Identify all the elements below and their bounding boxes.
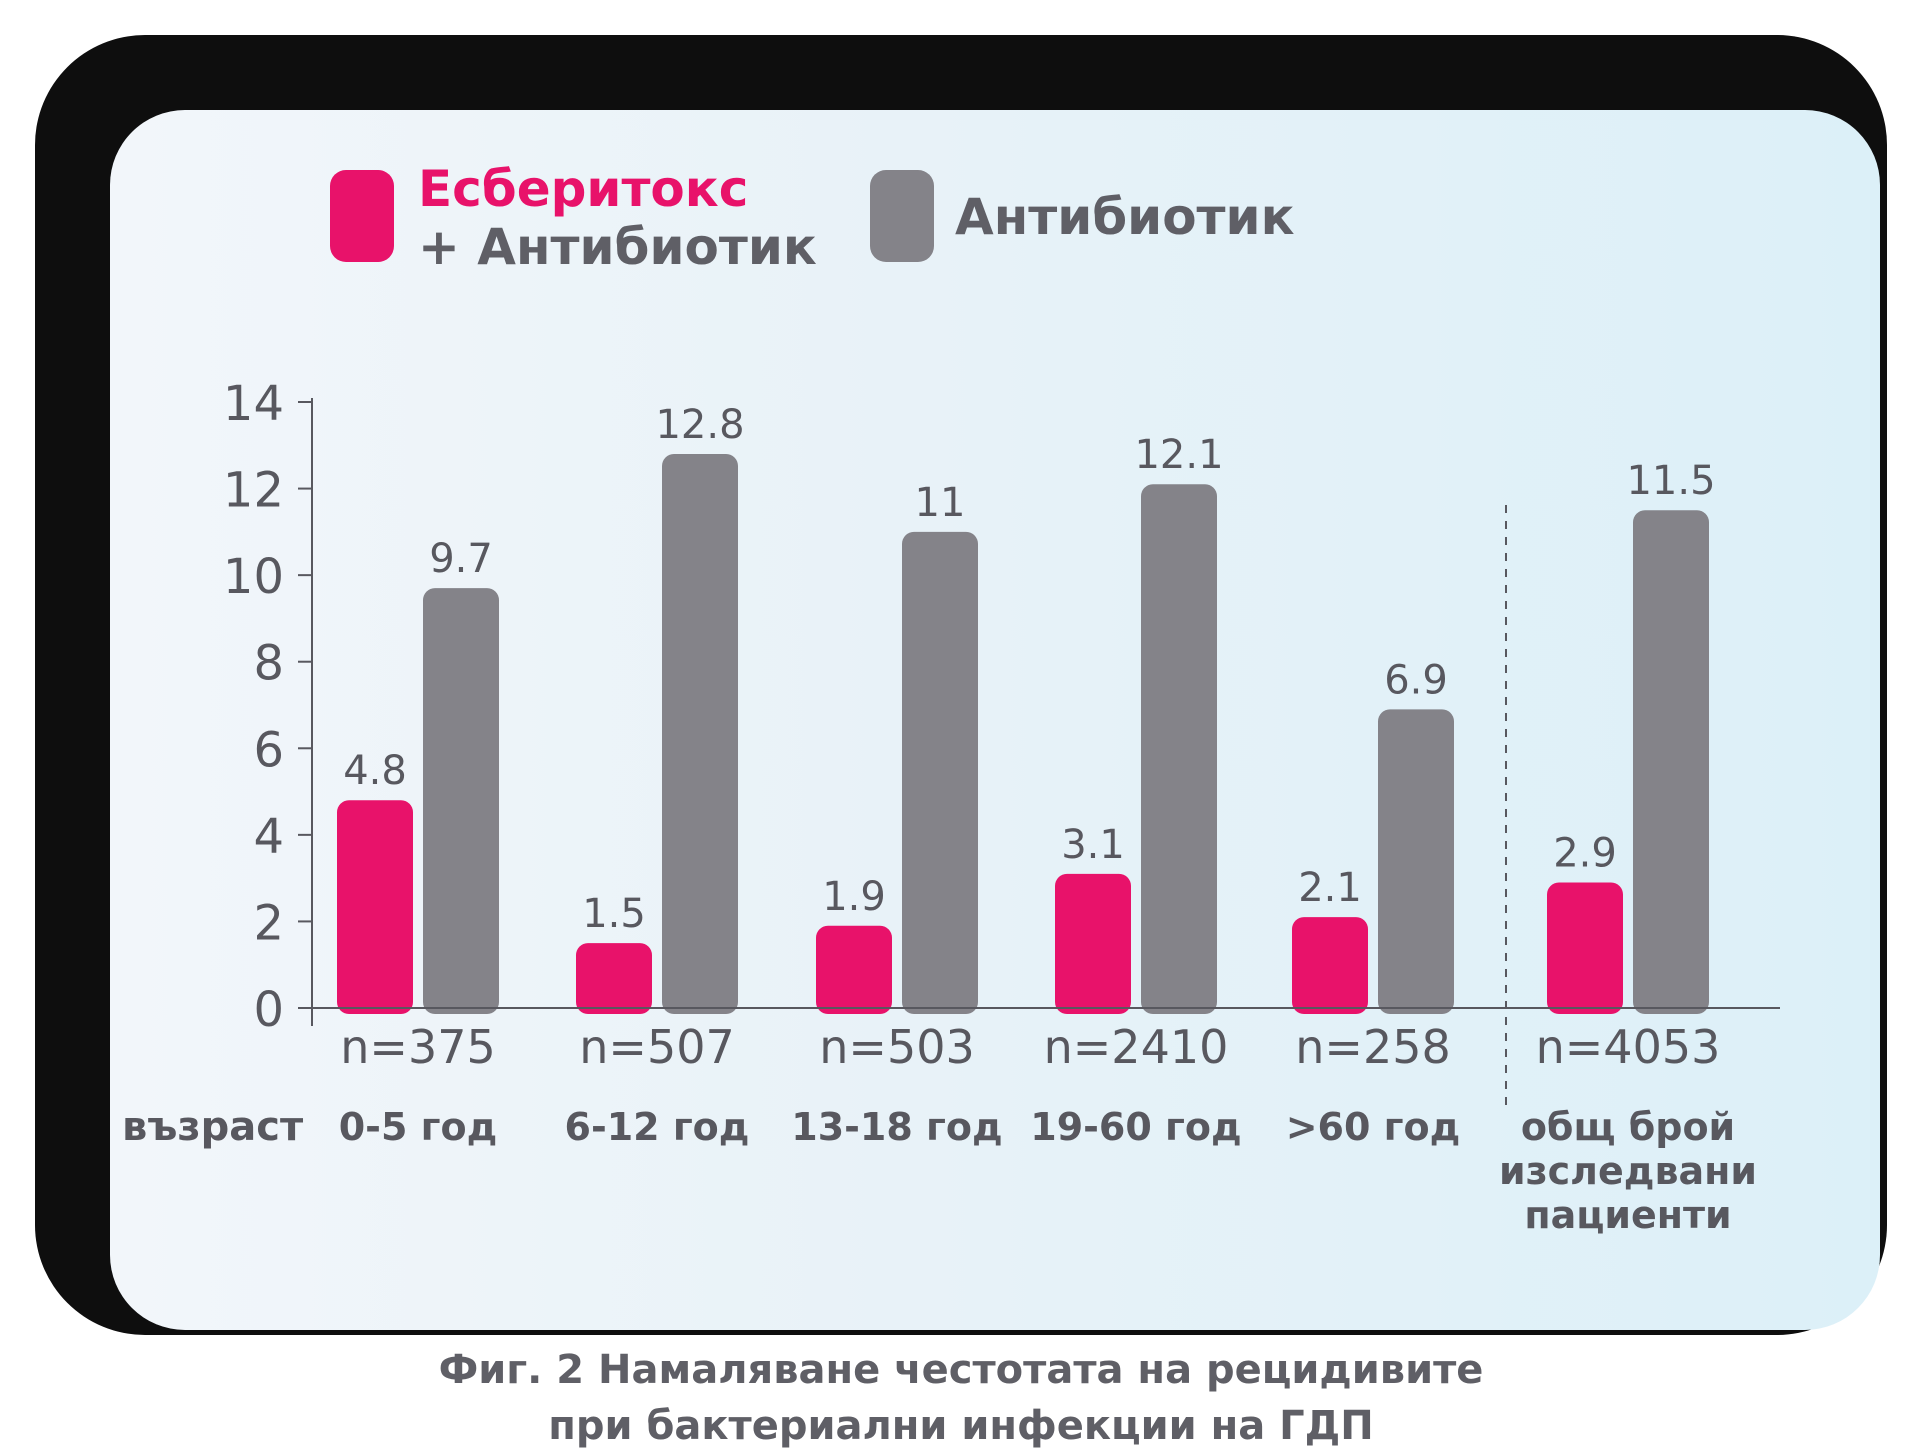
- y-tick-label: 6: [253, 722, 284, 778]
- y-tick-label: 8: [253, 636, 284, 692]
- x-age-label: 13-18 год: [791, 1105, 1002, 1149]
- age-row-label: възраст: [122, 1104, 304, 1150]
- x-age-label: 19-60 год: [1030, 1105, 1241, 1149]
- bar-series1: [576, 943, 652, 1014]
- y-tick-label: 10: [223, 549, 284, 605]
- data-label-series2: 12.8: [655, 402, 744, 448]
- bar-series1: [1055, 873, 1131, 1014]
- legend-label-series2: Антибиотик: [955, 188, 1295, 246]
- x-age-label: изследвани: [1499, 1149, 1757, 1193]
- y-tick-label: 12: [223, 463, 284, 519]
- y-tick-label: 14: [223, 376, 284, 432]
- caption-line-1: Фиг. 2 Намаляване честотата на рецидивит…: [438, 1347, 1484, 1393]
- data-label-series1: 4.8: [343, 748, 407, 794]
- data-label-series1: 1.9: [822, 874, 886, 920]
- legend-label-series1-line2: + Антибиотик: [418, 218, 817, 276]
- bar-series2: [902, 531, 978, 1014]
- x-category-label: n=507: [579, 1020, 735, 1074]
- data-label-series1: 1.5: [582, 891, 646, 937]
- x-age-label: пациенти: [1524, 1193, 1731, 1237]
- data-label-series2: 6.9: [1384, 657, 1448, 703]
- data-label-series2: 9.7: [429, 536, 493, 582]
- x-category-label: n=4053: [1536, 1020, 1721, 1074]
- x-category-label: n=503: [819, 1020, 975, 1074]
- bar-series1: [1547, 882, 1623, 1014]
- bar-series2: [1633, 510, 1709, 1014]
- bar-series2: [1141, 484, 1217, 1014]
- data-label-series1: 3.1: [1061, 822, 1125, 868]
- legend-swatch-series1: [330, 170, 394, 262]
- y-tick-label: 2: [253, 895, 284, 951]
- bar-series1: [1292, 917, 1368, 1014]
- x-age-label: 0-5 год: [339, 1105, 498, 1149]
- legend-label-series1-line1: Есберитокс: [418, 160, 749, 218]
- data-label-series2: 12.1: [1134, 432, 1223, 478]
- data-label-series2: 11: [915, 480, 966, 526]
- x-age-label: 6-12 год: [565, 1105, 750, 1149]
- y-tick-label: 0: [253, 982, 284, 1038]
- bar-series1: [337, 800, 413, 1014]
- x-category-label: n=2410: [1044, 1020, 1229, 1074]
- y-tick-label: 4: [253, 809, 284, 865]
- x-age-label: общ брой: [1521, 1105, 1735, 1149]
- data-label-series1: 2.1: [1298, 865, 1362, 911]
- x-age-label: >60 год: [1286, 1105, 1461, 1149]
- legend-swatch-series2: [870, 170, 934, 262]
- data-label-series2: 11.5: [1626, 458, 1715, 504]
- x-category-label: n=258: [1295, 1020, 1451, 1074]
- bar-series1: [816, 925, 892, 1014]
- bar-series2: [662, 453, 738, 1014]
- chart-panel: [110, 110, 1880, 1330]
- data-label-series1: 2.9: [1553, 830, 1617, 876]
- bar-series2: [423, 588, 499, 1014]
- chart-frame: [35, 35, 1887, 1335]
- x-category-label: n=375: [340, 1020, 496, 1074]
- bar-series2: [1378, 709, 1454, 1014]
- figure-caption: Фиг. 2 Намаляване честотата на рецидивит…: [0, 1342, 1922, 1454]
- caption-line-2: при бактериални инфекции на ГДП: [548, 1403, 1374, 1449]
